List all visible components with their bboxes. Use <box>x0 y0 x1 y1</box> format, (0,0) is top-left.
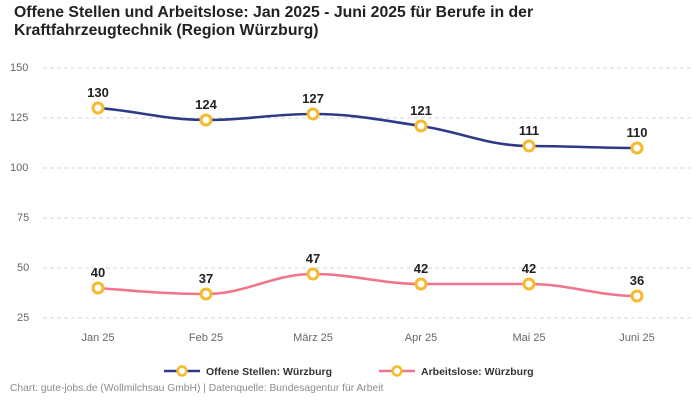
svg-text:Feb 25: Feb 25 <box>189 332 223 344</box>
svg-text:125: 125 <box>10 112 28 124</box>
svg-text:50: 50 <box>17 262 29 274</box>
svg-text:75: 75 <box>17 212 29 224</box>
svg-text:37: 37 <box>199 271 213 286</box>
svg-text:Jan 25: Jan 25 <box>81 332 114 344</box>
svg-text:111: 111 <box>519 123 539 138</box>
svg-text:März 25: März 25 <box>293 332 333 344</box>
svg-text:47: 47 <box>306 251 320 266</box>
svg-text:Mai 25: Mai 25 <box>512 332 545 344</box>
svg-text:Offene Stellen: Würzburg: Offene Stellen: Würzburg <box>206 366 332 378</box>
svg-text:25: 25 <box>17 312 29 324</box>
svg-text:42: 42 <box>414 261 428 276</box>
svg-text:36: 36 <box>630 273 644 288</box>
svg-text:Apr 25: Apr 25 <box>405 332 437 344</box>
svg-text:100: 100 <box>10 162 28 174</box>
svg-text:42: 42 <box>522 261 536 276</box>
svg-text:124: 124 <box>195 97 217 112</box>
svg-text:Juni 25: Juni 25 <box>619 332 654 344</box>
svg-text:40: 40 <box>91 265 105 280</box>
svg-text:121: 121 <box>410 103 432 118</box>
svg-text:110: 110 <box>627 125 648 140</box>
svg-text:127: 127 <box>302 91 324 106</box>
svg-text:Arbeitslose: Würzburg: Arbeitslose: Würzburg <box>421 366 534 378</box>
svg-text:130: 130 <box>87 85 109 100</box>
svg-text:150: 150 <box>10 62 28 74</box>
